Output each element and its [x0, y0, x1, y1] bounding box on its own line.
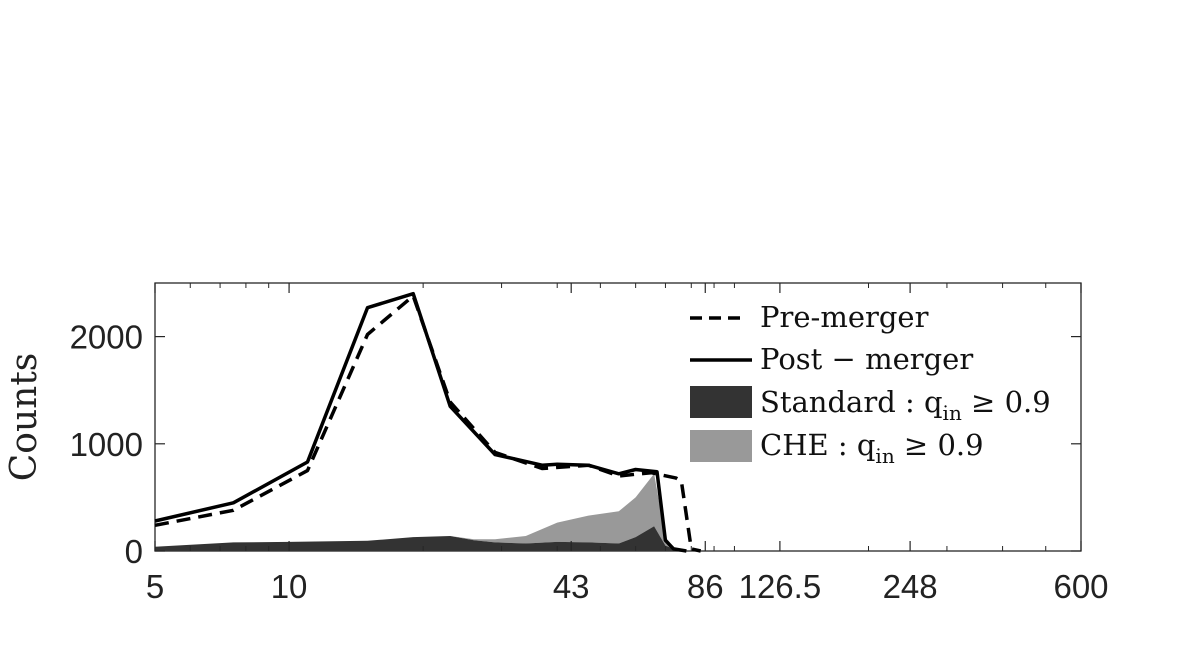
x-tick-label: 126.5 [739, 568, 822, 605]
legend-standard-tail: ≥ 0.9 [962, 385, 1051, 419]
legend-che-tail: ≥ 0.9 [895, 428, 984, 462]
legend-pre-merger-label: Pre-merger [760, 300, 929, 334]
y-tick-label: 0 [125, 533, 143, 570]
area-layer [155, 473, 687, 551]
legend-standard-text: Standard : q [760, 385, 943, 419]
tick-layer [154, 283, 1082, 552]
x-tick-label: 5 [146, 568, 164, 605]
legend-standard-label: Standard : qin ≥ 0.9 [760, 385, 1051, 425]
legend-standard-sub: in [943, 401, 962, 425]
y-axis-label: Counts [4, 353, 45, 482]
legend-che-label: CHE : qin ≥ 0.9 [760, 428, 984, 468]
tick-label-layer: 5 10 43 86 126.5 248 600 0 1000 2000 [70, 319, 1109, 605]
legend-che-text: CHE : q [760, 428, 875, 462]
legend-standard-swatch [690, 386, 752, 418]
y-tick-label: 2000 [70, 319, 143, 356]
x-tick-label: 86 [687, 568, 724, 605]
x-tick-label: 600 [1053, 568, 1108, 605]
standard-area [155, 526, 687, 551]
line-layer [154, 291, 702, 553]
y-tick-label: 1000 [70, 426, 143, 463]
x-tick-label: 10 [271, 568, 308, 605]
x-tick-label: 248 [883, 568, 938, 605]
legend-che-sub: in [875, 444, 894, 468]
che-area [155, 473, 687, 551]
legend: Pre-merger Post − merger Standard : qin … [690, 300, 1051, 468]
legend-post-merger-label: Post − merger [760, 342, 973, 376]
x-tick-label: 43 [553, 568, 590, 605]
post-merger-line [154, 291, 687, 553]
pre-merger-line [154, 294, 702, 553]
legend-che-swatch [690, 430, 752, 462]
